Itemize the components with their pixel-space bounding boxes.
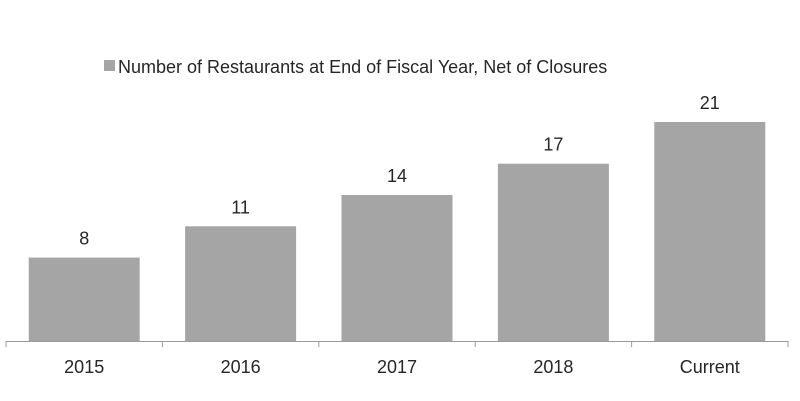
bars-group: [28, 122, 766, 341]
legend-label: Number of Restaurants at End of Fiscal Y…: [118, 57, 607, 77]
x-tick-label-2018: 2018: [533, 357, 573, 377]
bar-2016: [185, 226, 297, 341]
bar-2017: [341, 195, 453, 341]
x-axis-tick-labels: 2015 2016 2017 2018 Current: [64, 357, 740, 377]
data-labels-group: 8 11 14 17 21: [79, 93, 720, 249]
data-label-2017: 14: [387, 166, 407, 186]
legend-swatch: [104, 60, 115, 71]
x-tick-label-2015: 2015: [64, 357, 104, 377]
x-axis-ticks: [5, 341, 789, 347]
data-label-2018: 17: [543, 135, 563, 155]
bar-2015: [28, 257, 140, 341]
bar-current: [654, 122, 766, 341]
bar-2018: [497, 163, 609, 341]
data-label-current: 21: [700, 93, 720, 113]
x-tick-label-2016: 2016: [221, 357, 261, 377]
data-label-2015: 8: [79, 229, 89, 249]
x-tick-label-2017: 2017: [377, 357, 417, 377]
data-label-2016: 11: [231, 197, 250, 217]
legend: Number of Restaurants at End of Fiscal Y…: [104, 57, 607, 77]
x-tick-label-current: Current: [680, 357, 740, 377]
